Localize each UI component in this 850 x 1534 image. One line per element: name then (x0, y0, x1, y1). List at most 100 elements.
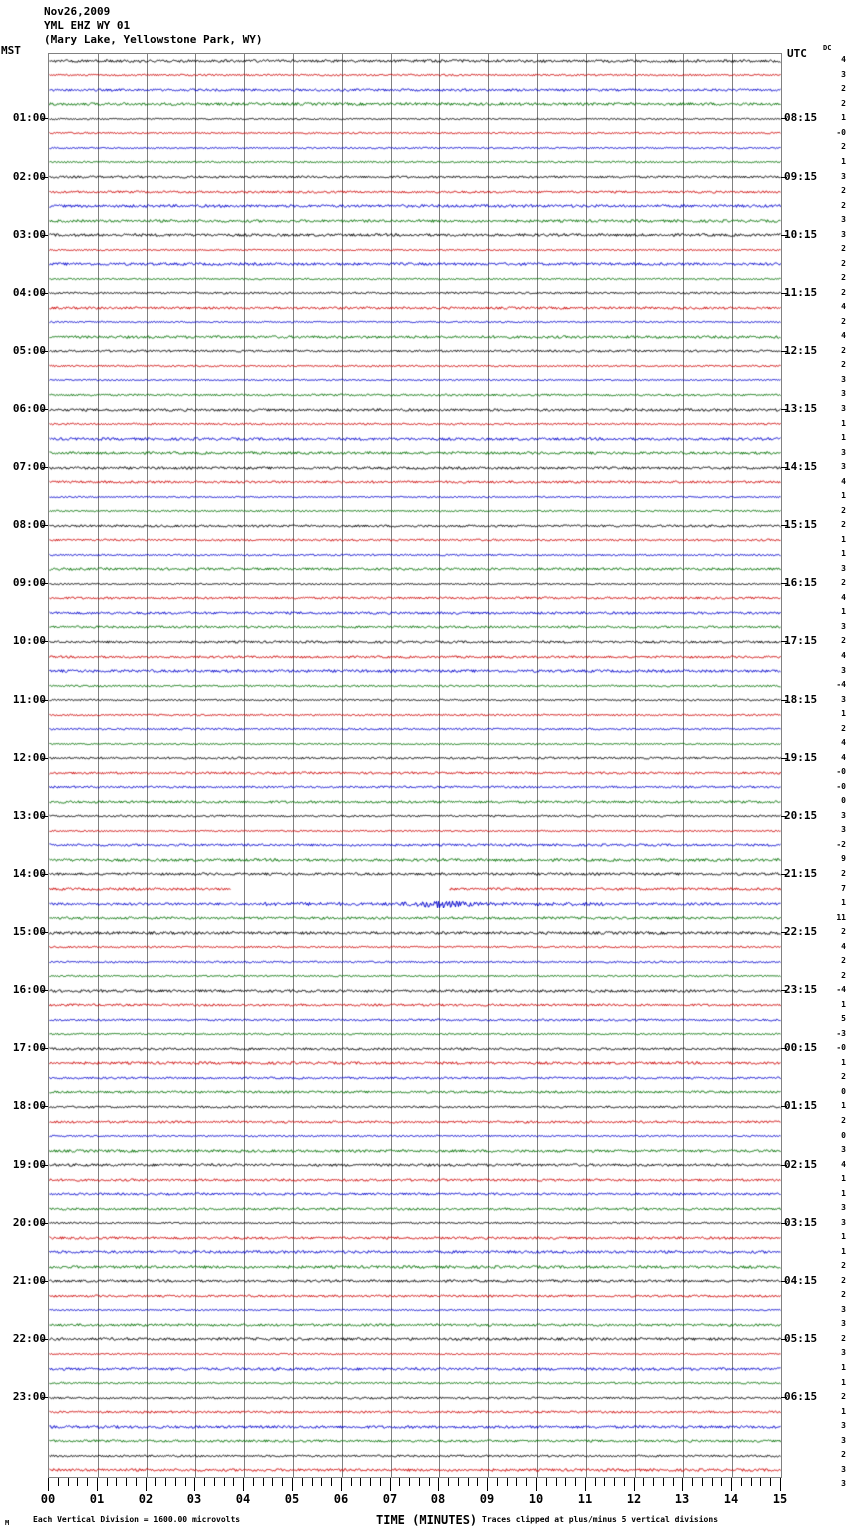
trace-canvas (49, 1305, 781, 1315)
gridline-minute-07 (391, 53, 392, 1477)
x-tick-minor (233, 1478, 234, 1486)
mst-hour-tick (42, 467, 48, 468)
utc-time-label: 11:15 (784, 285, 818, 299)
dc-value: 2 (841, 360, 846, 370)
utc-hour-tick (781, 177, 787, 178)
trace-canvas (49, 55, 781, 65)
dc-value: 2 (841, 1392, 846, 1402)
dc-value: 3 (841, 563, 846, 573)
gridline-minute-14 (732, 53, 733, 1477)
dc-value: 3 (841, 1464, 846, 1474)
seismic-trace (49, 1261, 781, 1271)
gridline-minute-01 (98, 53, 99, 1477)
mst-time-label: 23:00 (12, 1390, 46, 1404)
trace-canvas (49, 1000, 781, 1010)
utc-hour-tick (781, 758, 787, 759)
seismic-trace (49, 1189, 781, 1199)
seismic-trace (49, 738, 781, 748)
dc-value: 1 (841, 607, 846, 617)
trace-canvas (49, 433, 781, 443)
seismic-trace (49, 884, 781, 893)
dc-value: 3 (841, 825, 846, 835)
x-tick-minor (458, 1478, 459, 1486)
header-station: YML EHZ WY 01 (44, 19, 131, 32)
trace-canvas (49, 1072, 781, 1082)
gridline-minute-03 (195, 53, 196, 1477)
mst-hour-tick (42, 1048, 48, 1049)
x-tick-minor (712, 1478, 713, 1486)
dc-value: 3 (841, 1145, 846, 1155)
seismic-trace (49, 607, 781, 617)
dc-value: 4 (841, 302, 846, 312)
gridline-minute-05 (293, 53, 294, 1477)
seismic-trace (49, 273, 781, 283)
seismic-trace (49, 433, 781, 443)
seismic-trace (49, 1131, 781, 1141)
dc-value: 1 (841, 1406, 846, 1416)
trace-canvas (49, 913, 781, 923)
trace-canvas (49, 462, 781, 472)
seismic-trace (49, 549, 781, 559)
mst-hour-tick (42, 118, 48, 119)
mst-hour-tick (42, 1281, 48, 1282)
mst-axis-label: MST (1, 44, 21, 57)
x-tick-major (585, 1478, 586, 1491)
trace-canvas (49, 898, 781, 908)
trace-canvas (49, 1160, 781, 1170)
helicorder-plot[interactable] (48, 53, 782, 1477)
utc-time-label: 22:15 (784, 925, 818, 939)
x-tick-minor (155, 1478, 156, 1486)
x-tick-minor (399, 1478, 400, 1486)
seismic-trace (49, 520, 781, 530)
seismic-trace (49, 302, 781, 312)
utc-time-label: 08:15 (784, 111, 818, 125)
trace-canvas (49, 404, 781, 414)
trace-canvas (49, 811, 781, 821)
seismic-trace (49, 506, 781, 516)
mst-hour-tick (42, 177, 48, 178)
x-tick-minor (419, 1478, 420, 1486)
seismic-trace (49, 753, 781, 763)
x-tick-major (487, 1478, 488, 1491)
trace-canvas (49, 70, 781, 80)
mst-time-label: 20:00 (12, 1215, 46, 1229)
dc-value: 2 (841, 273, 846, 283)
seismic-trace (49, 535, 781, 545)
seismic-trace (49, 1101, 781, 1111)
plot-top-border (48, 53, 782, 54)
dc-value: 1 (841, 1188, 846, 1198)
dc-value: 4 (841, 55, 846, 65)
dc-value: 3 (841, 215, 846, 225)
dc-value: 9 (841, 854, 846, 864)
x-tick-label: 03 (186, 1492, 202, 1506)
dc-value: 4 (841, 476, 846, 486)
dc-value: 3 (841, 229, 846, 239)
seismic-trace (49, 1421, 781, 1431)
x-tick-major (682, 1478, 683, 1491)
dc-value: 5 (841, 1014, 846, 1024)
utc-hour-tick (781, 1397, 787, 1398)
dc-value: 1 (841, 418, 846, 428)
seismic-trace (49, 215, 781, 225)
x-tick-label: 14 (723, 1492, 739, 1506)
trace-canvas (49, 346, 781, 356)
dc-value: 2 (841, 578, 846, 588)
mst-hour-tick (42, 874, 48, 875)
dc-value: 1 (841, 999, 846, 1009)
trace-canvas (49, 1189, 781, 1199)
mst-time-label: 03:00 (12, 227, 46, 241)
trace-canvas (49, 1043, 781, 1053)
x-tick-label: 05 (284, 1492, 300, 1506)
trace-canvas (49, 1232, 781, 1242)
seismic-trace (49, 1348, 781, 1358)
utc-hour-tick (781, 1106, 787, 1107)
mst-time-label: 02:00 (12, 169, 46, 183)
seismic-trace (49, 1450, 781, 1460)
dc-value: 2 (841, 956, 846, 966)
dc-value: 3 (841, 1319, 846, 1329)
x-tick-minor (380, 1478, 381, 1486)
x-tick-minor (370, 1478, 371, 1486)
dc-value-column: 4 3 2 2 1 -0 2 1 3 2 2 3 3 2 2 2 2 4 2 4 2 2 3 3 3 1 1 3 3 4 1 2 2 1 1 3 2 4 1… (826, 0, 850, 1534)
mst-hour-tick (42, 1106, 48, 1107)
dc-value: 3 (841, 1217, 846, 1227)
